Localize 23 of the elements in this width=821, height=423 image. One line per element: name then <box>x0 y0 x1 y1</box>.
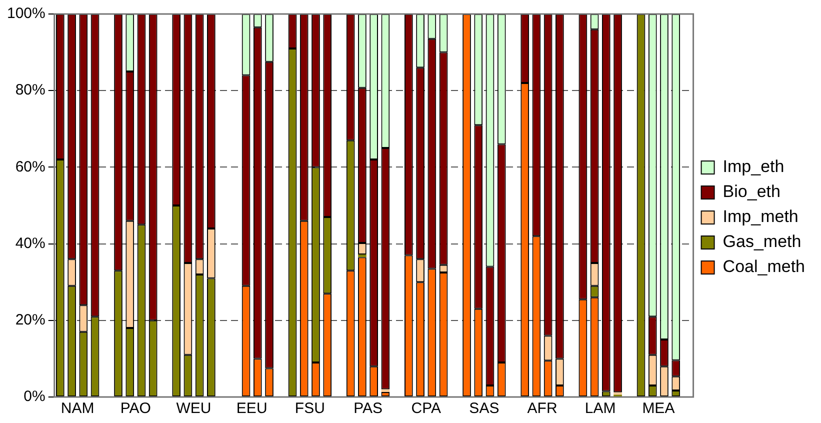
legend-label: Imp_meth <box>722 207 798 226</box>
y-tick-label: 60% <box>15 158 46 176</box>
x-tick-label: MEA <box>642 400 675 418</box>
x-tick-label: SAS <box>469 400 500 418</box>
y-tick-label: 0% <box>24 388 46 406</box>
legend-label: Bio_eth <box>722 182 780 202</box>
y-tick-label: 100% <box>6 5 46 22</box>
legend-label: Gas_meth <box>722 232 802 252</box>
x-tick-label: CPA <box>411 400 441 418</box>
x-tick-label: NAM <box>60 400 94 418</box>
x-tick-label: PAS <box>354 400 382 418</box>
legend-label: Imp_eth <box>722 157 784 176</box>
x-tick-label: PAO <box>120 400 151 418</box>
x-tick-label: AFR <box>527 400 558 418</box>
bar <box>358 254 366 258</box>
y-tick-label: 40% <box>15 234 46 252</box>
y-tick-label: 80% <box>15 82 46 99</box>
y-tick-label: 20% <box>15 312 46 329</box>
x-tick-label: LAM <box>584 400 616 418</box>
x-tick-label: WEU <box>176 400 212 418</box>
x-tick-label: FSU <box>294 400 325 418</box>
x-tick-label: EEU <box>236 400 268 418</box>
legend-label: Coal_meth <box>722 257 806 276</box>
